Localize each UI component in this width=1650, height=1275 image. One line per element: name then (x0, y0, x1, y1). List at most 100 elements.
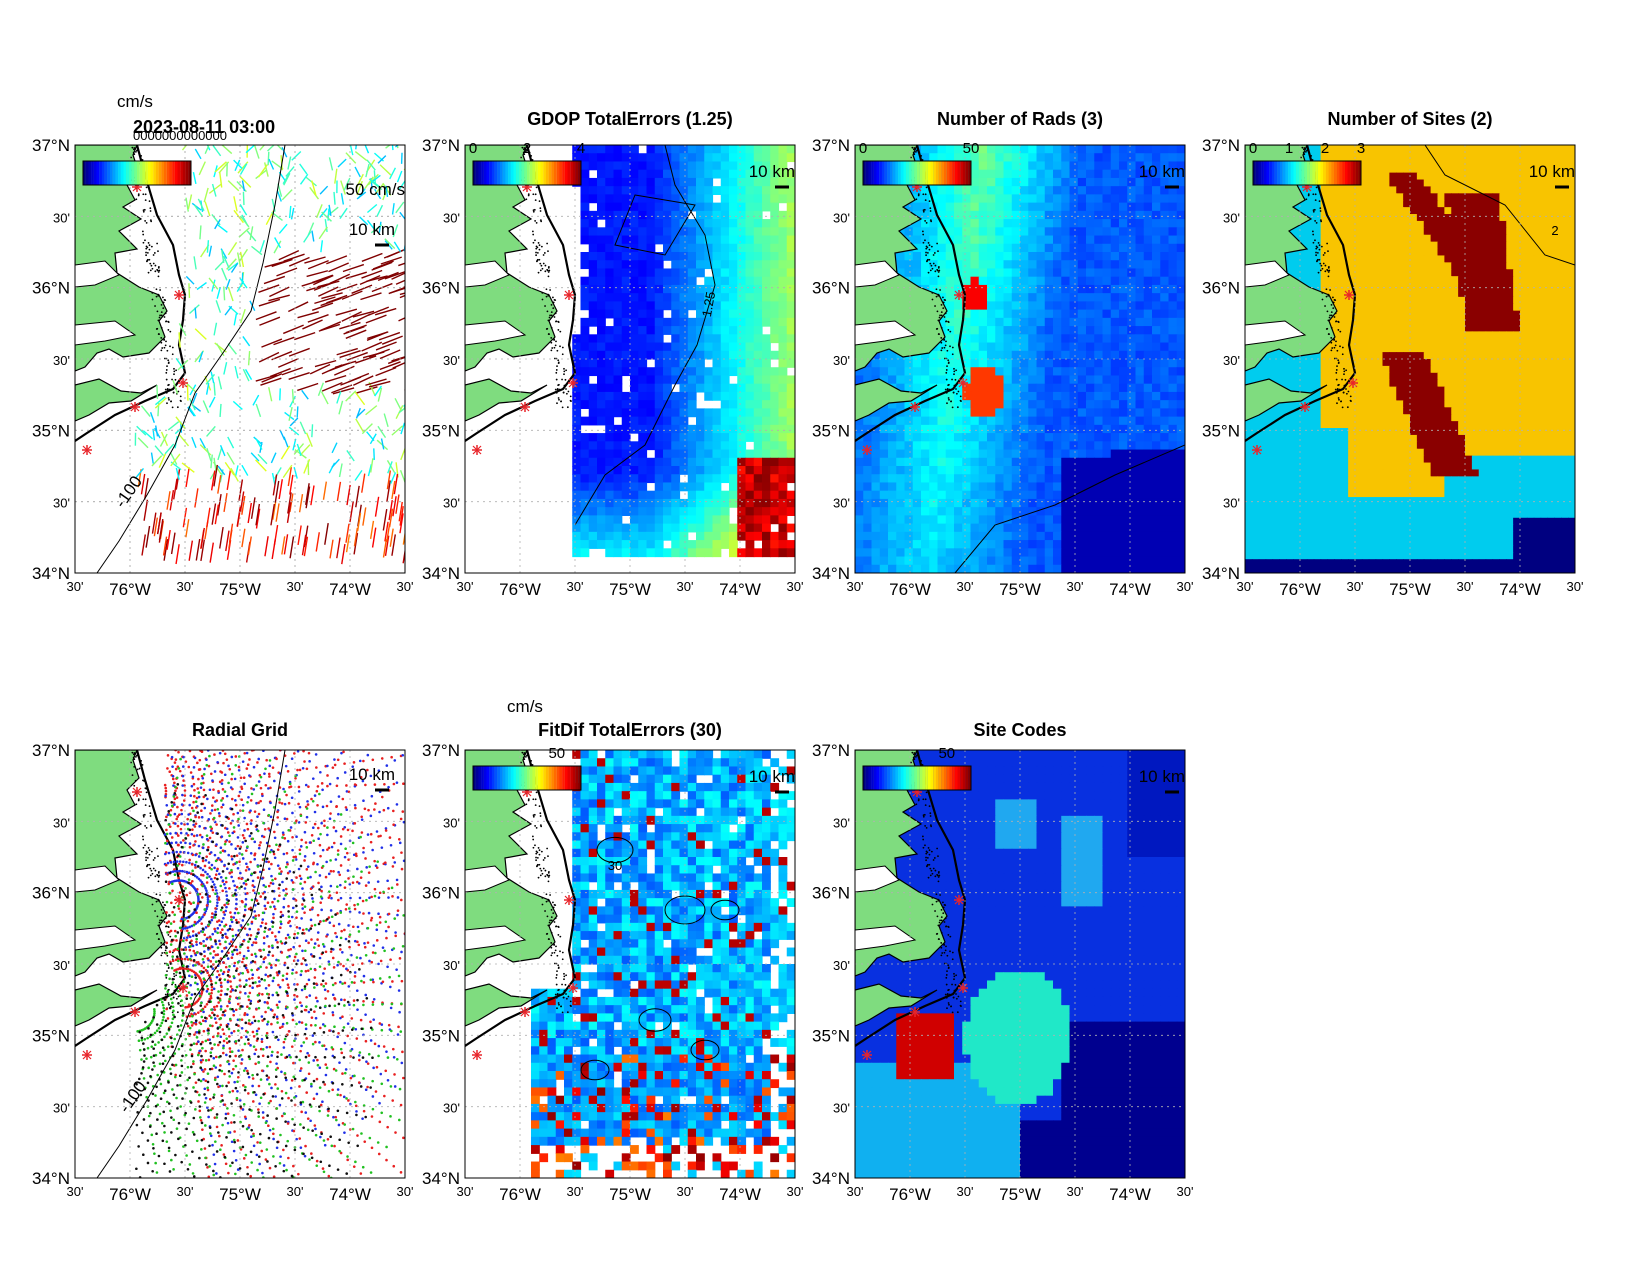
gdop-cell (737, 449, 747, 459)
rads-cell (1061, 161, 1071, 171)
rads-cell (987, 284, 996, 294)
velocity-vector (368, 178, 380, 188)
gdop-cell (712, 268, 722, 278)
velocity-vector (175, 468, 181, 490)
gdop-cell (696, 268, 705, 278)
velocity-vector (272, 474, 278, 496)
rads-cell (1086, 408, 1095, 418)
rads-cell (1077, 252, 1087, 261)
velocity-vector (255, 311, 277, 321)
rads-cell (970, 186, 980, 195)
rads-cell (1110, 457, 1120, 467)
coast-dot (553, 346, 556, 349)
velocity-vector (215, 300, 222, 313)
rads-cell (970, 301, 980, 311)
velocity-vector (225, 530, 230, 552)
rads-cell (1143, 383, 1153, 393)
sites-cell (1430, 158, 1439, 167)
velocity-vector (383, 413, 389, 427)
gdop-cell (687, 466, 697, 475)
rads-cell (1176, 276, 1185, 286)
velocity-vector (185, 467, 190, 488)
rads-cell (1003, 284, 1013, 294)
sites-cell (1478, 165, 1487, 174)
rads-cell (1152, 309, 1161, 319)
rads-cell (912, 523, 922, 533)
rads-cell (1135, 523, 1145, 533)
rads-cell (1127, 227, 1137, 237)
gdop-cell (679, 169, 689, 179)
gdop-cell (770, 474, 780, 484)
rads-cell (1028, 457, 1038, 467)
velocity-vector (324, 219, 328, 233)
rads-cell (1011, 466, 1021, 475)
velocity-vector (175, 544, 180, 565)
rads-cell (1119, 359, 1128, 368)
rads-cell (978, 400, 988, 409)
gdop-cell (605, 367, 615, 377)
rads-cell (1036, 326, 1046, 335)
rads-cell (1176, 317, 1185, 327)
rads-cell (945, 424, 955, 434)
rads-cell (1069, 400, 1079, 409)
gdop-cell (729, 408, 738, 418)
gdop-cell (745, 433, 755, 442)
rads-cell (912, 194, 922, 204)
coast-dot (131, 146, 134, 149)
rads-cell (1044, 375, 1054, 385)
rads-cell (954, 457, 963, 467)
rads-cell (1094, 474, 1104, 484)
velocity-vector (386, 470, 392, 490)
gdop-cell (729, 359, 738, 368)
gdop-cell (646, 186, 656, 195)
gdop-cell (712, 391, 722, 401)
rads-cell (888, 531, 897, 541)
coast-dot (171, 353, 174, 356)
coast-dot (565, 392, 568, 395)
velocity-vector (273, 336, 295, 346)
rads-cell (1127, 391, 1137, 401)
gdop-cell (729, 548, 738, 558)
gdop-cell (572, 457, 582, 467)
rads-cell (1143, 466, 1153, 475)
rads-cell (1069, 359, 1079, 368)
gdop-cell (654, 202, 664, 212)
gdop-cell (720, 515, 730, 525)
rads-cell (995, 334, 1005, 344)
rads-cell (871, 531, 881, 541)
lon-tick-label: 30' (1177, 579, 1194, 594)
rads-cell (1176, 219, 1185, 228)
rads-cell (945, 449, 955, 459)
rads-cell (954, 202, 963, 212)
velocity-vector (305, 483, 310, 505)
rads-cell (995, 375, 1005, 385)
rads-cell (1102, 515, 1112, 525)
rads-cell (1135, 482, 1145, 492)
gdop-cell (630, 153, 639, 163)
gdop-cell (737, 359, 747, 368)
gdop-cell (671, 301, 681, 311)
rads-cell (937, 548, 947, 558)
rads-cell (1077, 301, 1087, 311)
sites-cell (1533, 165, 1542, 174)
rads-cell (896, 383, 906, 393)
rads-cell (970, 498, 980, 508)
rads-cell (1069, 252, 1079, 261)
rads-cell (1036, 507, 1046, 516)
rads-cell (912, 474, 922, 484)
colorbar-frame (82, 160, 192, 186)
gdop-cell (572, 153, 582, 163)
rads-cell (1152, 548, 1161, 558)
coast-dot (162, 307, 165, 310)
gdop-cell (778, 235, 788, 245)
rads-cell (888, 424, 897, 434)
rads-cell (1110, 441, 1120, 451)
rads-cell (1020, 194, 1029, 204)
rads-cell (995, 186, 1005, 195)
rads-cell (896, 490, 906, 500)
rads-cell (1020, 334, 1029, 344)
rads-cell (1168, 153, 1178, 163)
coast-dot (167, 384, 170, 387)
gdop-cell (580, 391, 590, 401)
rads-cell (970, 227, 980, 237)
